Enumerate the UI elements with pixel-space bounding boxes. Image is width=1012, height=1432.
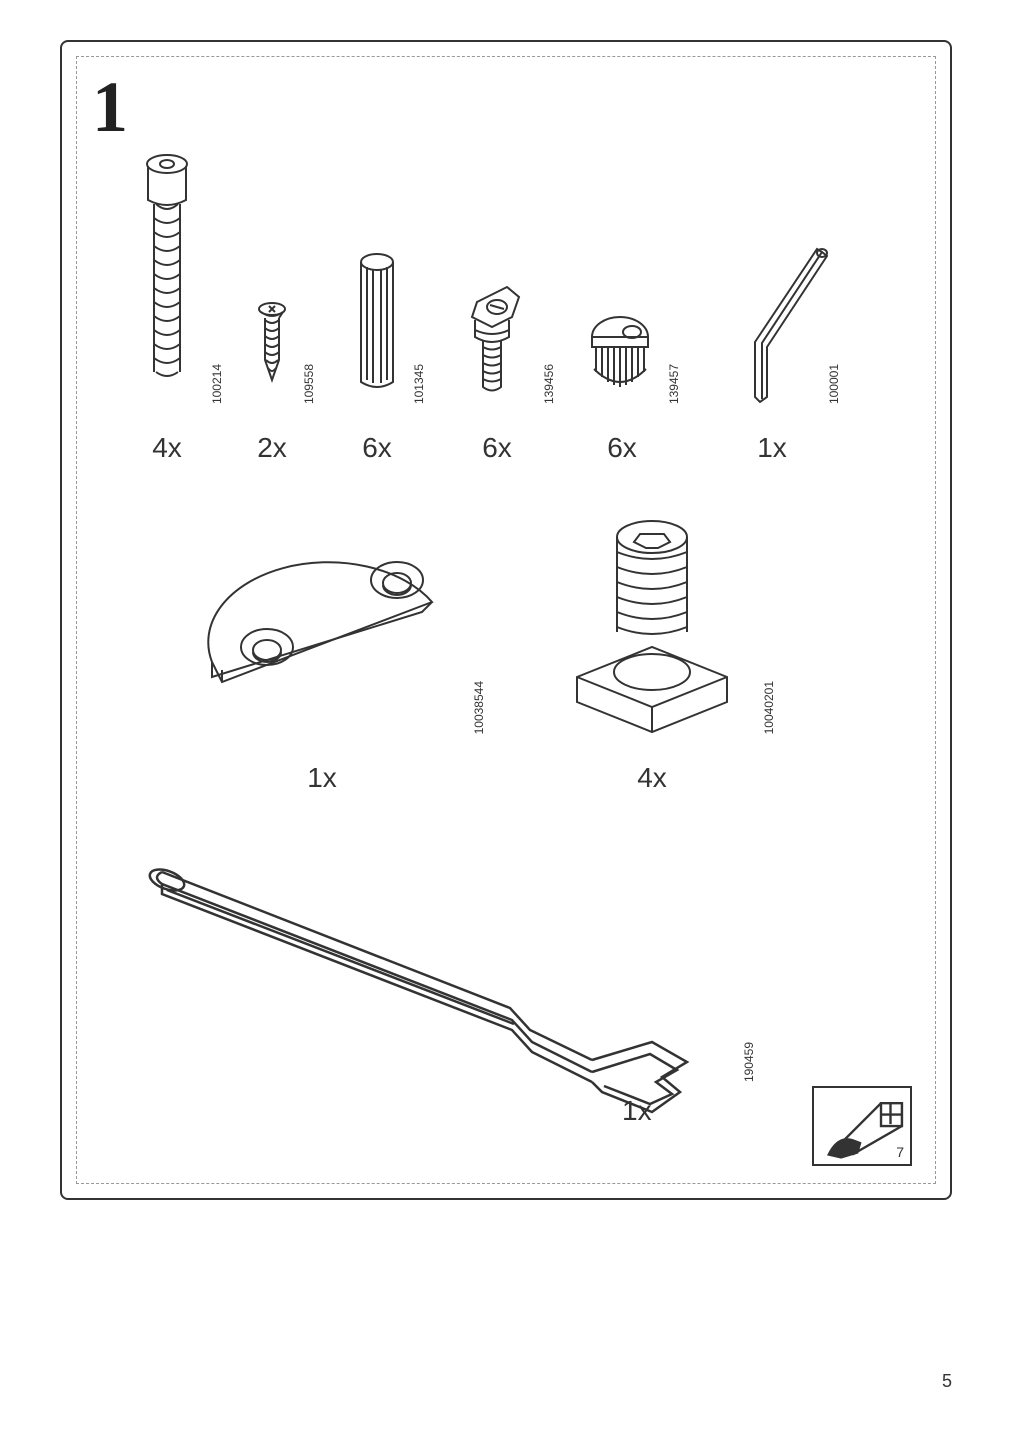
part-qty: 4x xyxy=(152,432,182,464)
screw-icon xyxy=(252,152,292,412)
dowel-icon xyxy=(352,152,402,412)
cam-lock-icon xyxy=(457,152,537,412)
part-code: 100001 xyxy=(827,364,841,404)
part-qty: 4x xyxy=(637,762,667,794)
part-qty: 6x xyxy=(482,432,512,464)
part-qty: 2x xyxy=(257,432,287,464)
step-number: 1 xyxy=(92,66,128,149)
part-qty: 1x xyxy=(757,432,787,464)
part-plate-10038544: 10038544 1x xyxy=(172,512,472,794)
part-code: 109558 xyxy=(302,364,316,404)
part-qty: 1x xyxy=(622,1095,652,1127)
part-wrench-190459: 190459 1x xyxy=(132,842,852,1122)
part-qty: 6x xyxy=(607,432,637,464)
plate-icon xyxy=(172,512,472,742)
part-bolt-100214: 100214 4x xyxy=(132,152,202,464)
part-qty: 6x xyxy=(362,432,392,464)
part-hexkey-100001: 100001 1x xyxy=(707,152,837,464)
part-dowel-101345: 101345 6x xyxy=(352,152,402,464)
reference-page-number: 7 xyxy=(896,1144,904,1160)
page-frame: 1 100214 4x xyxy=(60,40,952,1200)
part-cam-139456: 139456 6x xyxy=(457,152,537,464)
part-cam-139457: 139457 6x xyxy=(582,152,662,464)
reference-box: 7 xyxy=(812,1086,912,1166)
half-cam-icon xyxy=(582,152,662,412)
part-code: 139456 xyxy=(542,364,556,404)
part-hexbolt-10040201: 10040201 4x xyxy=(542,512,762,794)
hex-key-icon xyxy=(707,152,837,412)
part-code: 139457 xyxy=(667,364,681,404)
part-code: 100214 xyxy=(210,364,224,404)
part-qty: 1x xyxy=(307,762,337,794)
part-code: 101345 xyxy=(412,364,426,404)
page-number: 5 xyxy=(942,1371,952,1392)
bolt-icon xyxy=(132,152,202,412)
part-code: 10040201 xyxy=(762,681,776,734)
part-screw-109558: 109558 2x xyxy=(252,152,292,464)
hex-bolt-icon xyxy=(542,512,762,742)
part-code: 190459 xyxy=(742,1042,756,1082)
part-code: 10038544 xyxy=(472,681,486,734)
